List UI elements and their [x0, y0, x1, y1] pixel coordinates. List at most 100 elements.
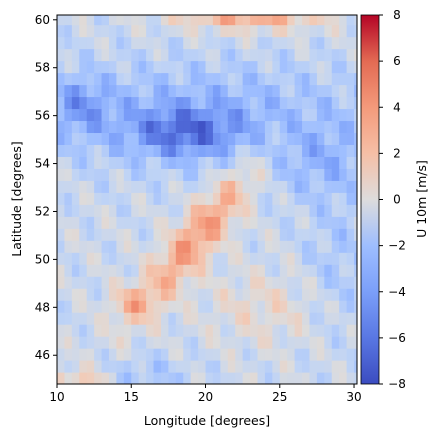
heatmap-cell [198, 360, 207, 373]
heatmap-cell [279, 300, 288, 313]
heatmap-cell [205, 156, 214, 169]
heatmap-cell [175, 240, 184, 253]
heatmap-cell [242, 36, 251, 50]
heatmap-cell [160, 168, 169, 181]
heatmap-cell [250, 264, 259, 277]
heatmap-cell [302, 348, 311, 361]
heatmap-cell [212, 96, 221, 110]
heatmap-cell [346, 360, 355, 373]
heatmap-cell [198, 192, 207, 205]
heatmap-cell [123, 264, 132, 277]
heatmap-cell [250, 168, 259, 181]
heatmap-cell [205, 108, 214, 122]
heatmap-cell [324, 300, 333, 313]
heatmap-cell [146, 264, 155, 277]
colorbar-tick-label: −8 [388, 377, 406, 391]
heatmap-cell [205, 120, 214, 134]
heatmap-cell [198, 72, 207, 86]
x-axis-label: Longitude [degrees] [144, 413, 270, 428]
heatmap-cell [160, 372, 169, 384]
heatmap-cell [331, 360, 340, 373]
heatmap-cell [138, 192, 147, 205]
heatmap-cell [294, 204, 303, 217]
heatmap-cell [205, 216, 214, 229]
heatmap-cell [175, 120, 184, 134]
heatmap-cell [242, 276, 251, 289]
heatmap-cell [190, 132, 199, 145]
heatmap-cell [331, 84, 340, 98]
heatmap-cell [324, 336, 333, 349]
heatmap-cell [279, 24, 288, 38]
heatmap-cell [346, 84, 355, 98]
heatmap-cell [250, 204, 259, 217]
heatmap-cell [131, 240, 140, 253]
heatmap-cell [190, 48, 199, 62]
heatmap-cell [153, 15, 162, 26]
heatmap-cell [339, 240, 348, 253]
heatmap-cell [309, 36, 318, 50]
heatmap-cell [71, 228, 80, 241]
heatmap-cell [339, 36, 348, 50]
heatmap-cell [198, 264, 207, 277]
heatmap-cell [123, 252, 132, 265]
heatmap-cell [168, 204, 177, 217]
heatmap-cell [79, 216, 88, 229]
heatmap-cell [220, 120, 229, 134]
heatmap-cell [153, 60, 162, 74]
heatmap-cell [339, 264, 348, 277]
heatmap-cell [86, 24, 95, 38]
heatmap-cell [86, 228, 95, 241]
heatmap-cell [160, 96, 169, 110]
heatmap-cell [287, 300, 296, 313]
heatmap-cell [131, 312, 140, 325]
heatmap-cell [123, 24, 132, 38]
y-tick-label: 50 [35, 252, 50, 266]
heatmap-cell [116, 180, 125, 193]
heatmap-cell [287, 264, 296, 277]
heatmap-cell [257, 24, 266, 38]
heatmap-cell [346, 60, 355, 74]
heatmap-cell [227, 72, 236, 86]
heatmap-cell [198, 216, 207, 229]
heatmap-cell [264, 336, 273, 349]
heatmap-cell [86, 240, 95, 253]
heatmap-cell [138, 360, 147, 373]
heatmap-cell [94, 252, 103, 265]
heatmap-cell [205, 192, 214, 205]
heatmap-cell [168, 72, 177, 86]
heatmap-cell [146, 288, 155, 301]
heatmap-cell [220, 228, 229, 241]
heatmap-cell [309, 300, 318, 313]
heatmap-cell [175, 312, 184, 325]
heatmap-cell [57, 204, 66, 217]
heatmap-cell [324, 108, 333, 122]
heatmap-cell [316, 144, 325, 157]
heatmap-cell [175, 15, 184, 26]
heatmap-cell [79, 60, 88, 74]
heatmap-cell [101, 336, 110, 349]
heatmap-cell [294, 288, 303, 301]
heatmap-cell [339, 336, 348, 349]
heatmap-cell [198, 300, 207, 313]
heatmap-cell [264, 168, 273, 181]
heatmap-cell [257, 312, 266, 325]
heatmap-cell [86, 192, 95, 205]
heatmap-cell [190, 372, 199, 384]
heatmap-cell [198, 144, 207, 157]
heatmap-cell [86, 348, 95, 361]
heatmap-cell [168, 36, 177, 50]
heatmap-cell [198, 312, 207, 325]
heatmap-cell [94, 96, 103, 110]
heatmap-cell [175, 180, 184, 193]
heatmap-cell [250, 108, 259, 122]
heatmap-cell [168, 96, 177, 110]
heatmap-cell [190, 228, 199, 241]
heatmap-cell [324, 72, 333, 86]
heatmap-cell [160, 60, 169, 74]
heatmap-cell [220, 192, 229, 205]
x-tick-label: 15 [124, 390, 139, 404]
heatmap-cell [257, 96, 266, 110]
heatmap-cell [205, 60, 214, 74]
heatmap-cell [64, 36, 73, 50]
heatmap-cell [116, 240, 125, 253]
